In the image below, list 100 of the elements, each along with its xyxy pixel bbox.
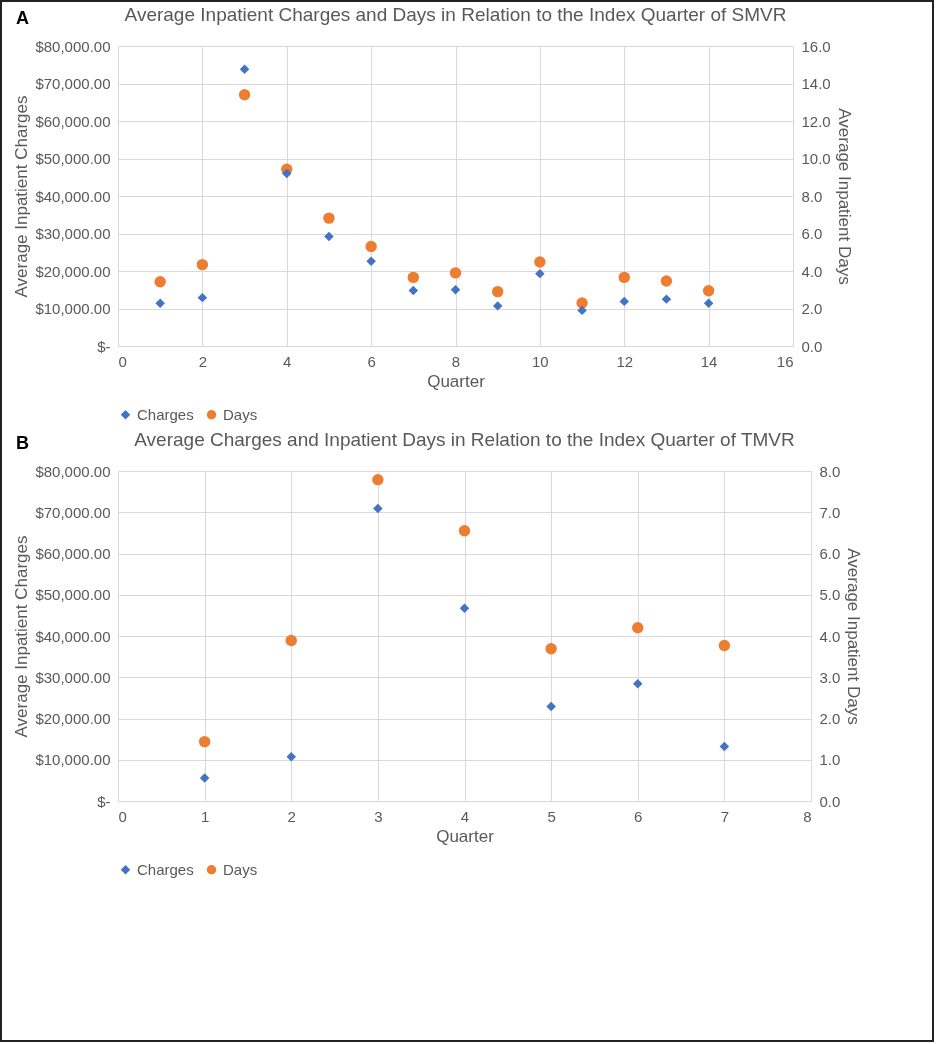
- y2-tick-label: 7.0: [819, 503, 841, 521]
- x-tick-label: 0: [118, 807, 127, 825]
- y2-tick-label: 16.0: [801, 37, 831, 55]
- point: [577, 305, 587, 316]
- point: [660, 275, 673, 287]
- point: [324, 231, 334, 242]
- y2-tick-label: 2.0: [819, 710, 841, 727]
- x-tick-label: 8: [451, 352, 461, 370]
- point: [285, 634, 297, 647]
- point: [450, 285, 461, 295]
- y-tick-label: $80,000.00: [35, 462, 111, 480]
- y2-tick-label: 2.0: [801, 300, 823, 317]
- point: [718, 639, 731, 652]
- y-tick-label: $70,000.00: [35, 503, 111, 521]
- point: [619, 296, 629, 307]
- y-tick-label: $-: [97, 337, 111, 355]
- x-tick-label: 10: [532, 352, 549, 370]
- point: [545, 643, 557, 655]
- point: [154, 276, 166, 288]
- y-tick-label: $30,000.00: [35, 668, 111, 686]
- x-tick-label: 7: [720, 807, 730, 825]
- x-tick-label: 14: [700, 352, 718, 370]
- x-tick-label: 4: [460, 807, 470, 825]
- point: [155, 298, 165, 308]
- y2-tick-label: 6.0: [801, 225, 823, 242]
- y-axis-title: Average Inpatient Charges: [12, 535, 32, 738]
- point: [459, 603, 470, 614]
- point: [238, 89, 251, 101]
- point: [282, 168, 292, 179]
- x-tick-label: 3: [374, 807, 383, 825]
- legend-label: Days: [223, 860, 258, 878]
- y-tick-label: $20,000.00: [35, 710, 111, 727]
- point: [286, 752, 296, 762]
- y2-axis-title: Average Inpatient Days: [844, 548, 864, 725]
- y2-tick-label: 5.0: [819, 586, 841, 604]
- point: [535, 268, 545, 279]
- x-tick-label: 16: [776, 352, 794, 370]
- y-tick-label: $60,000.00: [35, 112, 111, 130]
- y-tick-label: $50,000.00: [35, 150, 111, 167]
- y-tick-label: $80,000.00: [35, 37, 111, 55]
- point: [198, 735, 211, 748]
- point: [408, 285, 419, 296]
- y-tick-label: $40,000.00: [35, 187, 111, 205]
- point: [633, 679, 643, 689]
- chart-title: Average Inpatient Charges and Days in Relation to the Index Quarter of SMVR: [124, 4, 787, 25]
- y-tick-label: $60,000.00: [35, 545, 111, 562]
- legend-label: Charges: [137, 405, 194, 423]
- y2-tick-label: 1.0: [819, 751, 841, 769]
- point: [491, 285, 504, 298]
- point: [632, 622, 644, 634]
- point: [661, 294, 672, 304]
- y-tick-label: $50,000.00: [35, 586, 111, 604]
- y2-tick-label: 8.0: [801, 187, 823, 205]
- y2-axis-title: Average Inpatient Days: [834, 108, 854, 285]
- point: [365, 240, 377, 253]
- y2-tick-label: 0.0: [819, 792, 841, 810]
- legend-label: Charges: [137, 860, 194, 878]
- point: [366, 256, 376, 266]
- y2-tick-label: 3.0: [819, 668, 841, 686]
- point: [719, 741, 730, 752]
- point: [449, 267, 462, 279]
- x-tick-label: 2: [198, 352, 208, 370]
- point: [546, 701, 556, 712]
- x-tick-label: 8: [803, 807, 812, 825]
- point: [618, 271, 630, 284]
- y2-tick-label: 6.0: [819, 545, 841, 562]
- y2-tick-label: 12.0: [801, 112, 831, 130]
- y2-tick-label: 4.0: [801, 262, 823, 280]
- x-axis-title: Quarter: [427, 371, 486, 391]
- point: [373, 503, 383, 514]
- point: [534, 256, 546, 268]
- x-tick-label: 2: [287, 807, 296, 825]
- point: [702, 285, 715, 297]
- y-tick-label: $10,000.00: [35, 751, 111, 769]
- point: [492, 301, 503, 311]
- x-axis-title: Quarter: [436, 826, 495, 846]
- y2-tick-label: 0.0: [801, 337, 823, 355]
- point: [703, 298, 714, 308]
- point: [199, 773, 210, 783]
- point: [458, 525, 471, 537]
- chart-title: Average Charges and Inpatient Days in Relation to the Index Quarter of TMVR: [134, 429, 795, 450]
- y-tick-label: $20,000.00: [35, 262, 111, 280]
- y-axis-title: Average Inpatient Charges: [12, 95, 32, 298]
- y-tick-label: $70,000.00: [35, 75, 111, 92]
- text: A: [16, 8, 29, 29]
- point: [323, 212, 335, 224]
- point: [372, 473, 384, 486]
- point: [197, 292, 208, 303]
- y2-tick-label: 14.0: [801, 75, 831, 92]
- x-tick-label: 6: [634, 807, 643, 825]
- text: B: [16, 433, 29, 454]
- y-tick-label: $30,000.00: [35, 225, 111, 242]
- x-tick-label: 4: [283, 352, 292, 370]
- x-tick-label: 0: [118, 352, 127, 370]
- y2-tick-label: 4.0: [819, 627, 841, 645]
- point: [239, 64, 250, 74]
- y-tick-label: $10,000.00: [35, 300, 111, 317]
- point: [196, 258, 209, 271]
- legend-label: Days: [223, 405, 258, 423]
- y2-tick-label: 10.0: [801, 150, 831, 167]
